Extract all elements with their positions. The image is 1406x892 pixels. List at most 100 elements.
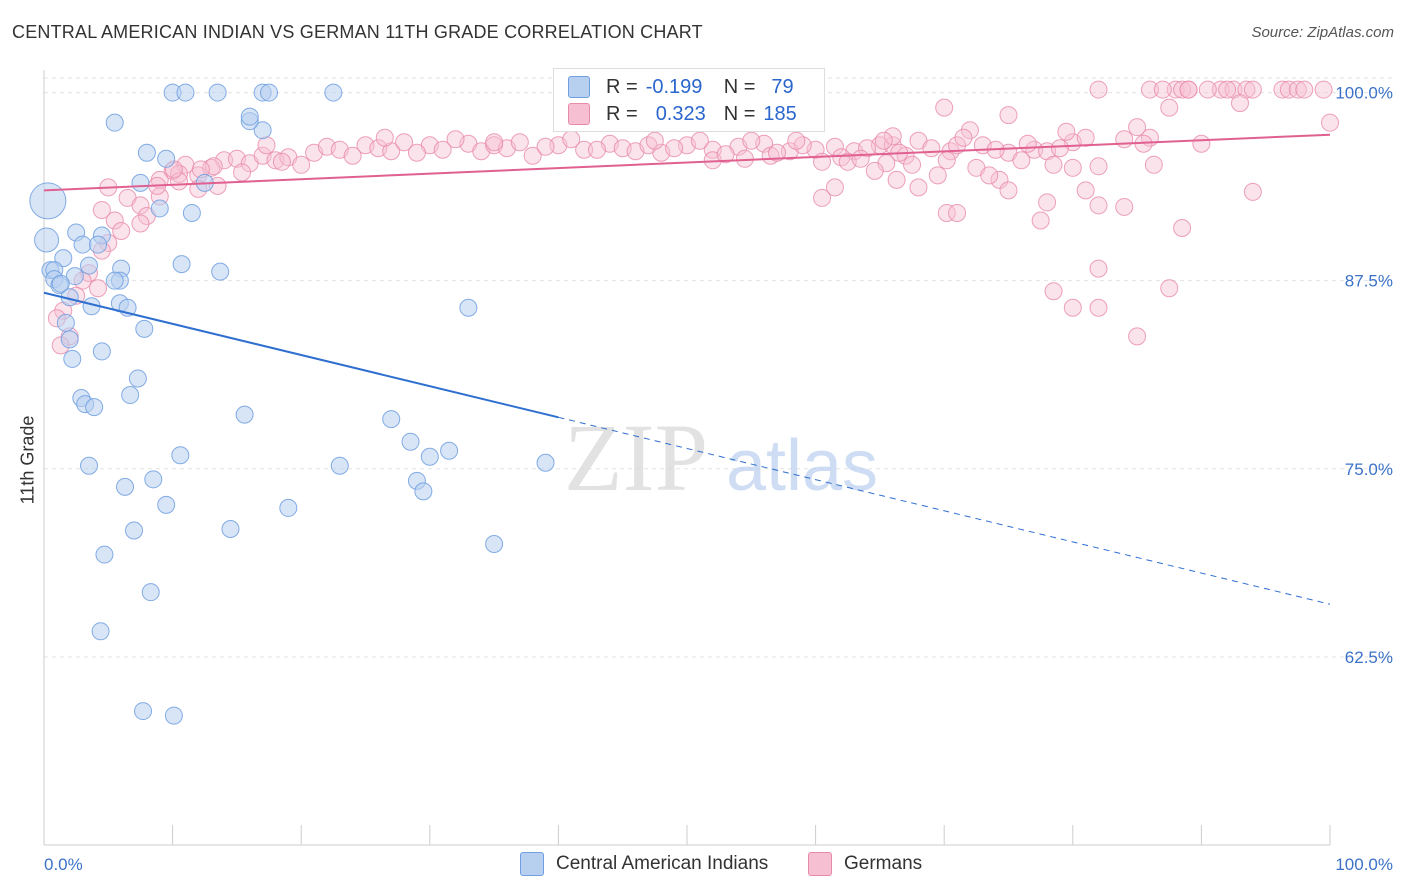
series-central-american-indians-points bbox=[29, 83, 555, 725]
data-point-germans bbox=[536, 137, 555, 156]
data-point-central-american-indians bbox=[253, 121, 272, 140]
data-point-central-american-indians bbox=[240, 107, 259, 126]
data-point-germans bbox=[1089, 259, 1108, 278]
data-point-germans bbox=[1144, 155, 1163, 174]
data-point-germans bbox=[433, 140, 452, 159]
legend-swatch-blue bbox=[568, 76, 590, 98]
data-point-germans bbox=[954, 128, 973, 147]
data-point-central-american-indians bbox=[56, 313, 75, 332]
data-point-central-american-indians bbox=[65, 267, 84, 286]
trend-lines bbox=[43, 133, 1331, 605]
data-point-central-american-indians bbox=[116, 477, 135, 496]
data-point-germans bbox=[1314, 80, 1333, 99]
data-point-germans bbox=[1273, 80, 1292, 99]
trend-line-germans bbox=[43, 133, 1331, 192]
data-point-germans bbox=[999, 181, 1018, 200]
data-point-germans bbox=[825, 178, 844, 197]
data-point-germans bbox=[1115, 197, 1134, 216]
data-point-germans bbox=[1288, 80, 1307, 99]
data-point-germans bbox=[948, 203, 967, 222]
data-point-central-american-indians bbox=[260, 83, 279, 102]
data-point-germans bbox=[1295, 80, 1314, 99]
data-point-germans bbox=[903, 155, 922, 174]
data-point-germans bbox=[446, 130, 465, 149]
data-point-central-american-indians bbox=[536, 453, 555, 472]
data-point-germans bbox=[690, 131, 709, 150]
data-point-germans bbox=[883, 127, 902, 146]
legend-label-central-american-indians: Central American Indians bbox=[556, 853, 769, 874]
data-point-central-american-indians bbox=[330, 456, 349, 475]
data-point-germans bbox=[832, 148, 851, 167]
data-point-central-american-indians bbox=[221, 519, 240, 538]
data-point-germans bbox=[1063, 298, 1082, 317]
watermark: ZIP atlas bbox=[564, 404, 878, 511]
data-point-central-american-indians bbox=[144, 470, 163, 489]
data-point-central-american-indians bbox=[141, 583, 160, 602]
data-point-central-american-indians bbox=[485, 535, 504, 554]
chart-title: CENTRAL AMERICAN INDIAN VS GERMAN 11TH G… bbox=[12, 22, 703, 42]
legend-row-pink: R = 0.323 N = 185 bbox=[568, 102, 797, 126]
data-point-germans bbox=[1089, 298, 1108, 317]
data-point-germans bbox=[1038, 193, 1057, 212]
data-point-germans bbox=[485, 133, 504, 152]
data-point-central-american-indians bbox=[91, 622, 110, 641]
data-point-germans bbox=[1063, 158, 1082, 177]
data-point-germans bbox=[1115, 130, 1134, 149]
y-tick-label: 100.0% bbox=[1335, 84, 1393, 103]
data-point-germans bbox=[112, 222, 131, 241]
data-point-germans bbox=[395, 133, 414, 152]
data-point-germans bbox=[787, 131, 806, 150]
data-point-germans bbox=[343, 146, 362, 165]
data-point-central-american-indians bbox=[134, 702, 153, 721]
data-point-germans bbox=[1179, 80, 1198, 99]
data-point-central-american-indians bbox=[164, 706, 183, 725]
legend-n-value-pink: 185 bbox=[763, 102, 797, 125]
data-point-central-american-indians bbox=[208, 83, 227, 102]
data-point-central-american-indians bbox=[157, 149, 176, 168]
data-point-central-american-indians bbox=[80, 256, 99, 275]
data-point-central-american-indians bbox=[182, 203, 201, 222]
data-point-germans bbox=[990, 170, 1009, 189]
data-point-germans bbox=[1044, 155, 1063, 174]
data-point-central-american-indians bbox=[128, 369, 147, 388]
data-point-central-american-indians bbox=[125, 521, 144, 540]
stats-legend: R = -0.199 N = 79 R = 0.323 N = 185 bbox=[553, 68, 825, 132]
data-point-central-american-indians bbox=[324, 83, 343, 102]
data-point-central-american-indians bbox=[150, 199, 169, 218]
legend-swatch-central-american-indians bbox=[520, 852, 544, 876]
trend-line-central-american-indians-extension bbox=[558, 416, 1331, 605]
data-point-central-american-indians bbox=[54, 249, 73, 268]
data-point-central-american-indians bbox=[279, 498, 298, 517]
data-point-germans bbox=[1018, 134, 1037, 153]
data-point-germans bbox=[858, 139, 877, 158]
data-point-germans bbox=[233, 163, 252, 182]
data-point-central-american-indians bbox=[60, 330, 79, 349]
data-point-central-american-indians bbox=[382, 410, 401, 429]
data-point-germans bbox=[887, 170, 906, 189]
data-point-germans bbox=[665, 139, 684, 158]
legend-n-value-blue: 79 bbox=[771, 75, 794, 98]
data-point-germans bbox=[105, 211, 124, 230]
data-point-central-american-indians bbox=[135, 319, 154, 338]
data-point-germans bbox=[645, 131, 664, 150]
data-point-central-american-indians bbox=[95, 545, 114, 564]
data-point-central-american-indians bbox=[235, 405, 254, 424]
legend-label-germans: Germans bbox=[844, 853, 923, 874]
data-point-germans bbox=[1128, 118, 1147, 137]
legend-n-label: N = bbox=[723, 102, 756, 125]
data-point-germans bbox=[793, 136, 812, 155]
data-point-germans bbox=[1057, 122, 1076, 141]
data-point-germans bbox=[575, 140, 594, 159]
data-point-central-american-indians bbox=[63, 349, 82, 368]
data-point-central-american-indians bbox=[420, 447, 439, 466]
watermark-atlas: atlas bbox=[726, 426, 878, 506]
legend-row-blue: R = -0.199 N = 79 bbox=[568, 75, 794, 99]
data-point-germans bbox=[1230, 94, 1249, 113]
data-point-germans bbox=[1050, 139, 1069, 158]
trend-line-central-american-indians bbox=[43, 291, 559, 419]
legend-r-value-blue: -0.199 bbox=[645, 75, 703, 98]
data-point-central-american-indians bbox=[89, 235, 108, 254]
data-point-central-american-indians bbox=[157, 495, 176, 514]
legend-r-label: R = bbox=[606, 75, 638, 98]
